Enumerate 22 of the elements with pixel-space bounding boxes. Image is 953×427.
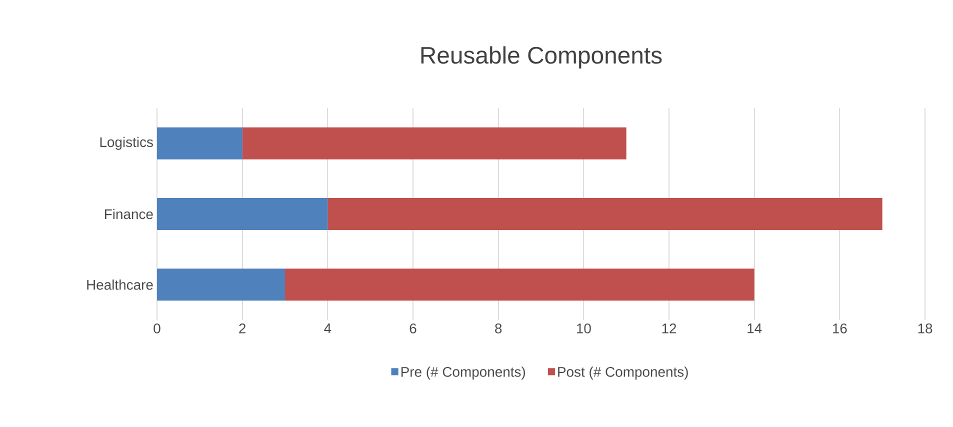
y-tick-label: Healthcare	[87, 280, 153, 290]
x-tick-label: 6	[410, 324, 416, 334]
bar	[328, 198, 882, 230]
x-tick-label: 12	[662, 324, 676, 334]
legend-label: Pre (# Components)	[401, 366, 526, 380]
x-tick-label: 14	[748, 324, 762, 334]
chart-title: Reusable Components	[421, 46, 662, 69]
bar	[242, 127, 626, 160]
x-tick-label: 16	[832, 324, 847, 334]
y-tick-label: Finance	[105, 208, 153, 220]
bar	[157, 198, 328, 230]
x-tick-label: 4	[324, 324, 332, 334]
bar	[157, 268, 285, 301]
legend-label: Post (# Components)	[558, 366, 688, 380]
y-tick-label: Logistics	[100, 136, 153, 150]
x-tick-label: 10	[576, 324, 591, 334]
x-tick-label: 0	[154, 324, 160, 334]
bar	[157, 127, 242, 160]
x-tick-label: 18	[918, 324, 932, 334]
bar	[285, 268, 754, 301]
x-tick-label: 8	[495, 324, 502, 334]
x-tick-label: 2	[239, 324, 246, 334]
